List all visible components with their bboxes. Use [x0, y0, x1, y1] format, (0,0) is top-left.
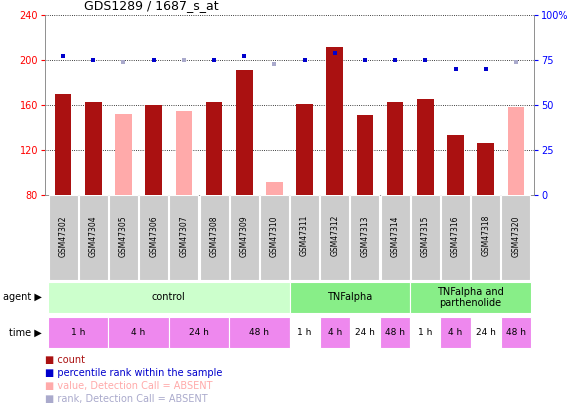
Bar	[48, 282, 289, 313]
Bar	[447, 135, 464, 195]
Bar	[381, 195, 409, 280]
Text: GSM47309: GSM47309	[240, 215, 249, 257]
Bar	[351, 195, 380, 280]
Bar	[350, 317, 380, 348]
Bar	[260, 195, 289, 280]
Bar	[206, 102, 222, 195]
Text: GSM47304: GSM47304	[89, 215, 98, 257]
Bar	[410, 317, 440, 348]
Text: 48 h: 48 h	[506, 328, 526, 337]
Bar	[357, 115, 373, 195]
Bar	[139, 195, 168, 280]
Text: GSM47313: GSM47313	[360, 215, 369, 256]
Text: GSM47318: GSM47318	[481, 215, 490, 256]
Text: time ▶: time ▶	[9, 328, 42, 337]
Text: GSM47316: GSM47316	[451, 215, 460, 256]
Text: GSM47307: GSM47307	[179, 215, 188, 257]
Bar	[79, 195, 108, 280]
Bar	[320, 195, 349, 280]
Bar	[471, 317, 501, 348]
Bar	[199, 195, 228, 280]
Text: 4 h: 4 h	[131, 328, 146, 337]
Bar	[289, 317, 320, 348]
Text: GSM47306: GSM47306	[149, 215, 158, 257]
Bar	[170, 195, 198, 280]
Bar	[49, 195, 78, 280]
Bar	[411, 195, 440, 280]
Text: control: control	[152, 292, 186, 303]
Text: ■ value, Detection Call = ABSENT: ■ value, Detection Call = ABSENT	[45, 381, 212, 391]
Bar	[296, 104, 313, 195]
Text: GSM47308: GSM47308	[210, 215, 219, 256]
Text: 24 h: 24 h	[189, 328, 209, 337]
Text: ■ count: ■ count	[45, 355, 85, 365]
Text: agent ▶: agent ▶	[3, 292, 42, 303]
Bar	[508, 107, 524, 195]
Text: TNFalpha: TNFalpha	[327, 292, 372, 303]
Text: GSM47305: GSM47305	[119, 215, 128, 257]
Bar	[229, 317, 289, 348]
Bar	[327, 47, 343, 195]
Bar	[266, 181, 283, 195]
Bar	[387, 102, 404, 195]
Text: TNFalpha and
parthenolide: TNFalpha and parthenolide	[437, 287, 504, 308]
Bar	[169, 317, 229, 348]
Text: GSM47314: GSM47314	[391, 215, 400, 256]
Text: 24 h: 24 h	[476, 328, 496, 337]
Text: 24 h: 24 h	[355, 328, 375, 337]
Text: 1 h: 1 h	[71, 328, 86, 337]
Text: GSM47315: GSM47315	[421, 215, 430, 256]
Text: 4 h: 4 h	[328, 328, 342, 337]
Text: GSM47302: GSM47302	[59, 215, 67, 256]
Bar	[501, 195, 530, 280]
Bar	[289, 282, 410, 313]
Bar	[175, 111, 192, 195]
Bar	[108, 317, 169, 348]
Text: 48 h: 48 h	[385, 328, 405, 337]
Bar	[146, 105, 162, 195]
Bar	[501, 317, 531, 348]
Bar	[471, 195, 500, 280]
Bar	[410, 282, 531, 313]
Text: GDS1289 / 1687_s_at: GDS1289 / 1687_s_at	[84, 0, 219, 13]
Bar	[320, 317, 350, 348]
Text: 1 h: 1 h	[418, 328, 432, 337]
Text: 4 h: 4 h	[448, 328, 463, 337]
Bar	[85, 102, 102, 195]
Bar	[230, 195, 259, 280]
Bar	[115, 114, 132, 195]
Bar	[477, 143, 494, 195]
Text: GSM47320: GSM47320	[512, 215, 520, 256]
Bar	[48, 317, 108, 348]
Text: GSM47310: GSM47310	[270, 215, 279, 256]
Text: GSM47312: GSM47312	[330, 215, 339, 256]
Bar	[290, 195, 319, 280]
Bar	[55, 94, 71, 195]
Text: GSM47311: GSM47311	[300, 215, 309, 256]
Text: 1 h: 1 h	[297, 328, 312, 337]
Text: ■ percentile rank within the sample: ■ percentile rank within the sample	[45, 368, 222, 378]
Bar	[380, 317, 410, 348]
Text: 48 h: 48 h	[250, 328, 270, 337]
Bar	[109, 195, 138, 280]
Bar	[417, 99, 433, 195]
Bar	[236, 70, 252, 195]
Bar	[441, 195, 470, 280]
Text: ■ rank, Detection Call = ABSENT: ■ rank, Detection Call = ABSENT	[45, 394, 208, 404]
Bar	[440, 317, 471, 348]
